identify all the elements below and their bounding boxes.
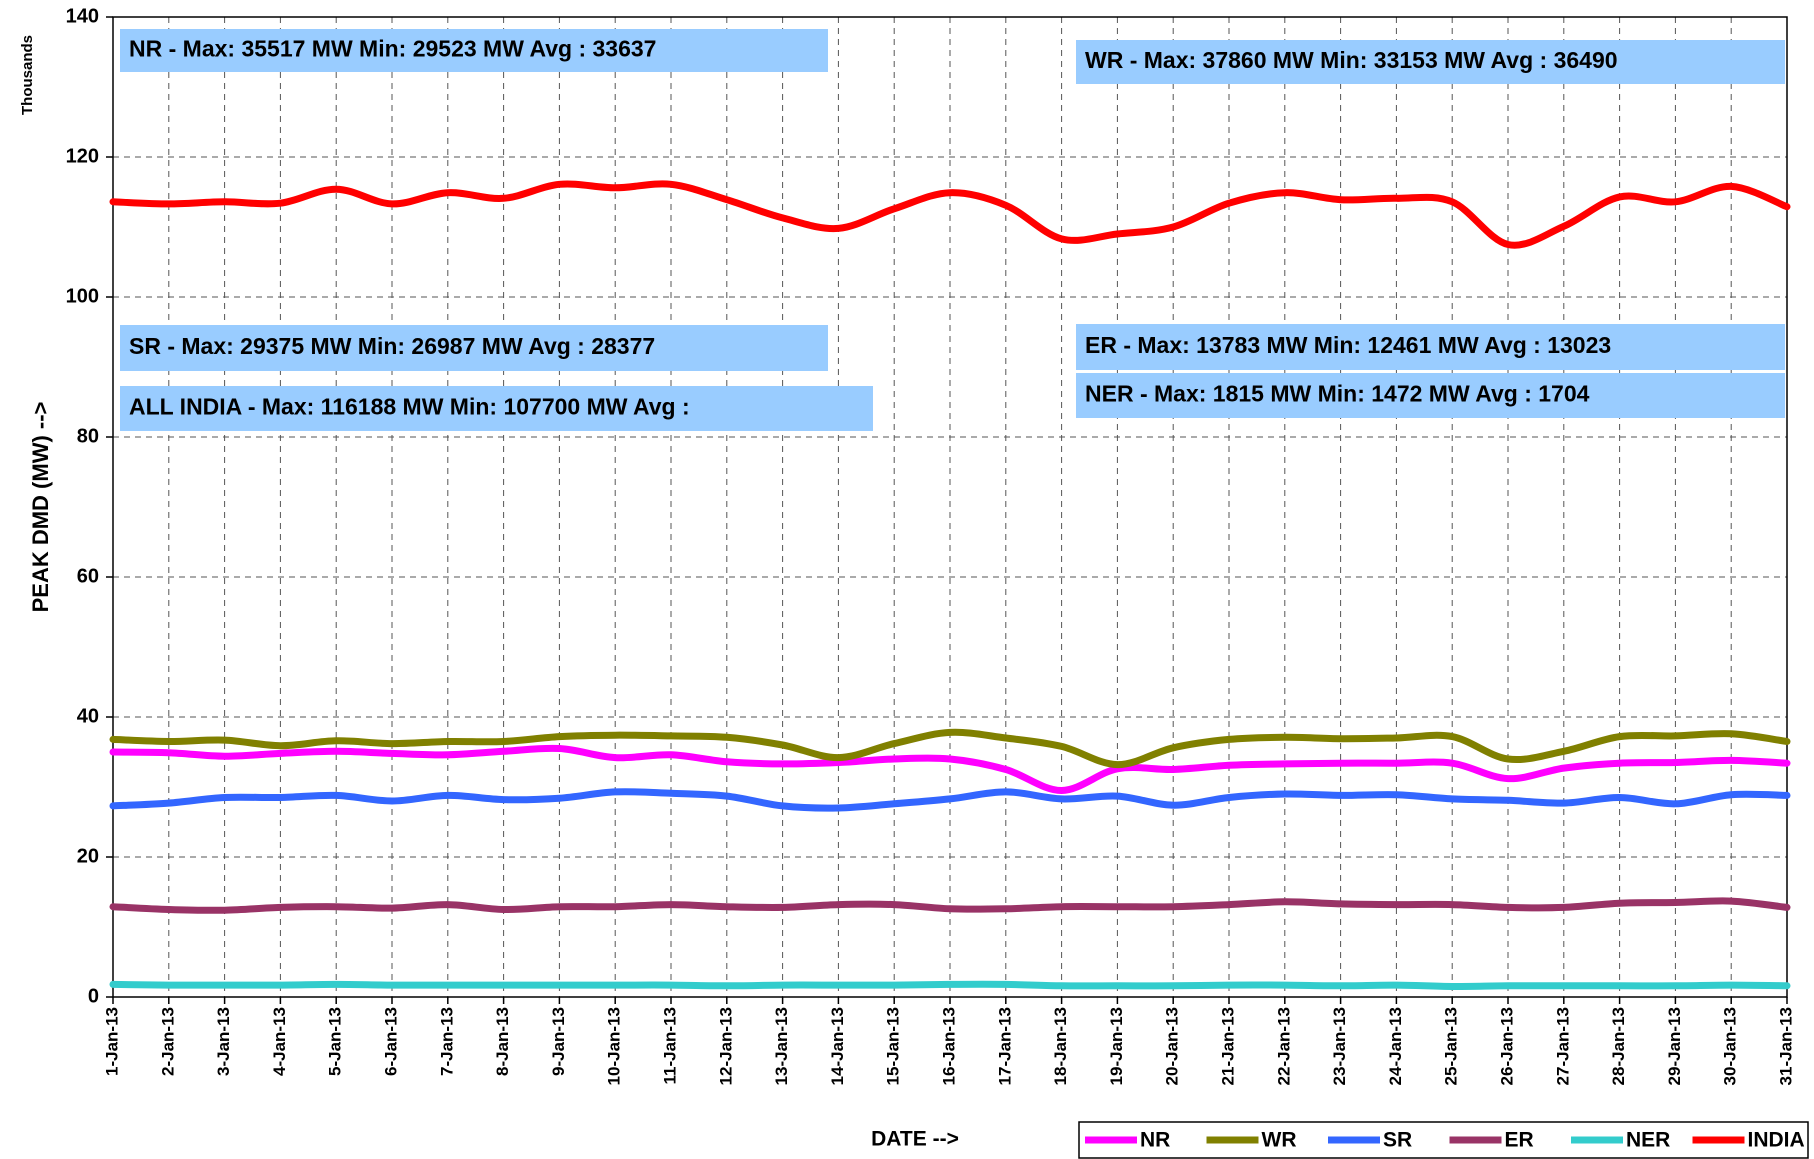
annotation: ER - Max: 13783 MW Min: 12461 MW Avg : 1…: [1085, 332, 1611, 358]
x-tick-label: 16-Jan-13: [939, 1007, 958, 1085]
x-tick-label: 14-Jan-13: [828, 1007, 847, 1085]
x-tick-label: 7-Jan-13: [437, 1007, 456, 1076]
x-tick-label: 3-Jan-13: [214, 1007, 233, 1076]
y-tick-label: 80: [77, 425, 99, 447]
annotation-box: [1076, 324, 1785, 370]
x-tick-label: 13-Jan-13: [772, 1007, 791, 1085]
annotation-box: [1076, 373, 1785, 418]
annotation-box: [120, 325, 828, 371]
x-tick-label: 23-Jan-13: [1330, 1007, 1349, 1085]
x-tick-label: 29-Jan-13: [1665, 1007, 1684, 1085]
x-tick-label: 31-Jan-13: [1776, 1007, 1795, 1085]
x-tick-label: 8-Jan-13: [493, 1007, 512, 1076]
y-tick-label: 140: [66, 5, 99, 27]
x-tick-label: 20-Jan-13: [1163, 1007, 1182, 1085]
annotation: WR - Max: 37860 MW Min: 33153 MW Avg : 3…: [1085, 47, 1618, 73]
x-tick-label: 5-Jan-13: [326, 1007, 345, 1076]
legend-label: SR: [1383, 1129, 1412, 1152]
annotation-box: [1076, 40, 1785, 84]
x-tick-label: 10-Jan-13: [605, 1007, 624, 1085]
x-axis-label: DATE -->: [871, 1128, 959, 1151]
y-tick-label: 40: [77, 705, 99, 727]
x-tick-label: 22-Jan-13: [1274, 1007, 1293, 1085]
series-line: [109, 897, 1791, 914]
x-tick-label: 25-Jan-13: [1442, 1007, 1461, 1085]
y-tick-label: 20: [77, 845, 99, 867]
x-tick-label: 21-Jan-13: [1218, 1007, 1237, 1085]
x-tick-label: 28-Jan-13: [1609, 1007, 1628, 1085]
annotation: NER - Max: 1815 MW Min: 1472 MW Avg : 17…: [1085, 381, 1590, 407]
x-tick-label: 12-Jan-13: [716, 1007, 735, 1085]
x-tick-label: 30-Jan-13: [1721, 1007, 1740, 1085]
x-tick-label: 6-Jan-13: [381, 1007, 400, 1076]
legend-box: [1078, 1121, 1809, 1159]
annotation-box: [120, 386, 873, 431]
legend-label: WR: [1262, 1129, 1297, 1152]
x-tick-label: 19-Jan-13: [1107, 1007, 1126, 1085]
annotation: SR - Max: 29375 MW Min: 26987 MW Avg : 2…: [129, 333, 655, 359]
series-line: [109, 180, 1791, 249]
x-tick-label: 2-Jan-13: [158, 1007, 177, 1076]
x-tick-label: 9-Jan-13: [549, 1007, 568, 1076]
x-tick-label: 27-Jan-13: [1553, 1007, 1572, 1085]
x-tick-label: 18-Jan-13: [1051, 1007, 1070, 1085]
legend-label: ER: [1505, 1129, 1534, 1152]
annotation-box: [120, 29, 828, 72]
y-tick-label: 0: [88, 985, 99, 1007]
series-line: [109, 980, 1791, 991]
x-tick-label: 15-Jan-13: [884, 1007, 903, 1085]
legend-label: INDIA: [1748, 1129, 1805, 1152]
legend-label: NER: [1626, 1129, 1670, 1152]
y-unit-label: Thousands: [19, 35, 36, 115]
annotation: NR - Max: 35517 MW Min: 29523 MW Avg : 3…: [129, 36, 656, 62]
series-line: [109, 744, 1791, 795]
x-tick-label: 11-Jan-13: [660, 1007, 679, 1085]
y-tick-label: 120: [66, 145, 99, 167]
series-line: [109, 788, 1791, 812]
series-line: [109, 728, 1791, 769]
x-tick-label: 17-Jan-13: [995, 1007, 1014, 1085]
y-tick-label: 100: [66, 285, 99, 307]
x-tick-label: 24-Jan-13: [1386, 1007, 1405, 1085]
x-tick-label: 1-Jan-13: [102, 1007, 121, 1076]
annotation: ALL INDIA - Max: 116188 MW Min: 107700 M…: [129, 394, 690, 420]
y-tick-label: 60: [77, 565, 99, 587]
x-tick-label: 26-Jan-13: [1497, 1007, 1516, 1085]
x-tick-label: 4-Jan-13: [270, 1007, 289, 1076]
legend-label: NR: [1140, 1129, 1170, 1152]
y-axis-label: PEAK DMD (MW) -->: [28, 402, 53, 613]
